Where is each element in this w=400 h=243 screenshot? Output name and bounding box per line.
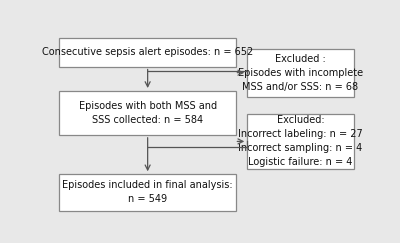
Text: Consecutive sepsis alert episodes: n = 652: Consecutive sepsis alert episodes: n = 6… <box>42 47 253 57</box>
Text: Excluded :: Excluded : <box>275 54 326 64</box>
FancyBboxPatch shape <box>59 38 236 67</box>
Text: Logistic failure: n = 4: Logistic failure: n = 4 <box>248 157 352 167</box>
FancyBboxPatch shape <box>247 114 354 169</box>
Text: n = 549: n = 549 <box>128 194 167 204</box>
Text: Episodes included in final analysis:: Episodes included in final analysis: <box>62 180 233 191</box>
Text: Episodes with incomplete: Episodes with incomplete <box>238 68 363 78</box>
FancyBboxPatch shape <box>59 91 236 135</box>
Text: Excluded:: Excluded: <box>276 115 324 125</box>
Text: MSS and/or SSS: n = 68: MSS and/or SSS: n = 68 <box>242 82 358 92</box>
FancyBboxPatch shape <box>59 174 236 211</box>
Text: Incorrect sampling: n = 4: Incorrect sampling: n = 4 <box>238 143 362 153</box>
Text: Incorrect labeling: n = 27: Incorrect labeling: n = 27 <box>238 130 363 139</box>
FancyBboxPatch shape <box>247 49 354 96</box>
Text: SSS collected: n = 584: SSS collected: n = 584 <box>92 115 203 125</box>
Text: Episodes with both MSS and: Episodes with both MSS and <box>78 101 217 111</box>
